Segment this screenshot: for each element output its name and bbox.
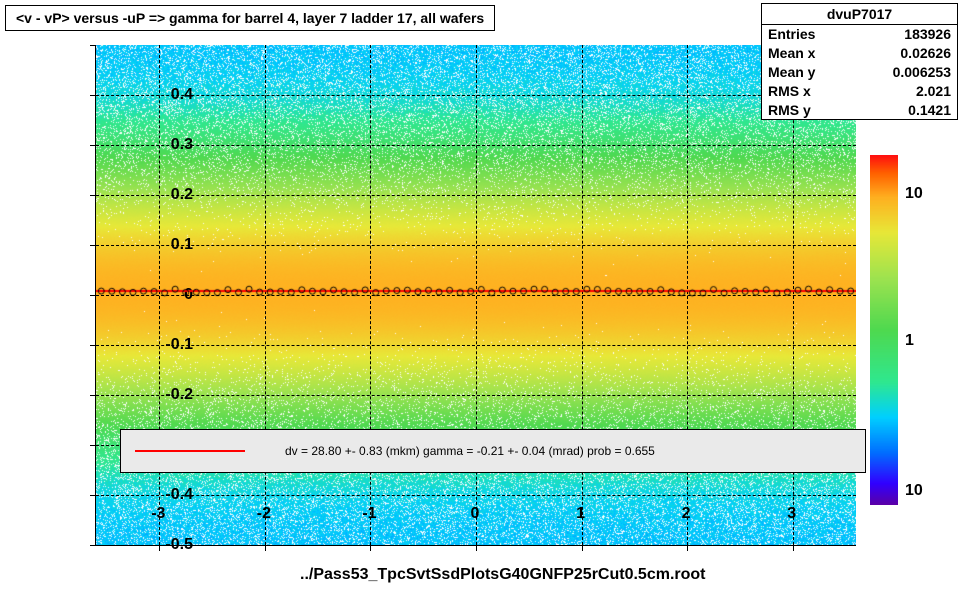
fit-legend: dv = 28.80 +- 0.83 (mkm) gamma = -0.21 +… [120,429,866,473]
x-axis-label: ../Pass53_TpcSvtSsdPlotsG40GNFP25rCut0.5… [300,566,705,584]
colorbar-canvas [870,155,898,505]
fit-line-sample [135,450,245,452]
x-tick-mark [265,545,266,551]
plot-title: <v - vP> versus -uP => gamma for barrel … [5,5,495,31]
stats-row: Entries183926 [762,25,957,44]
x-tick-mark [687,545,688,551]
stats-box: dvuP7017 Entries183926Mean x0.02626Mean … [761,3,958,120]
x-tick-mark [476,545,477,551]
colorbar-tick-label: 10 [905,185,923,203]
stats-row: RMS y0.1421 [762,101,957,120]
colorbar-tick-label: 10 [905,482,923,500]
y-tick-mark [90,545,96,546]
stats-row: RMS x2.021 [762,82,957,101]
x-tick-mark [793,545,794,551]
plot-frame: dv = 28.80 +- 0.83 (mkm) gamma = -0.21 +… [95,45,856,546]
root-plot: <v - vP> versus -uP => gamma for barrel … [0,0,963,590]
colorbar [870,155,898,505]
x-tick-mark [582,545,583,551]
stats-row: Mean y0.006253 [762,63,957,82]
stats-name: dvuP7017 [762,4,957,25]
fit-legend-text: dv = 28.80 +- 0.83 (mkm) gamma = -0.21 +… [285,444,655,458]
colorbar-tick-label: 1 [905,332,914,350]
x-tick-mark [370,545,371,551]
stats-row: Mean x0.02626 [762,44,957,63]
